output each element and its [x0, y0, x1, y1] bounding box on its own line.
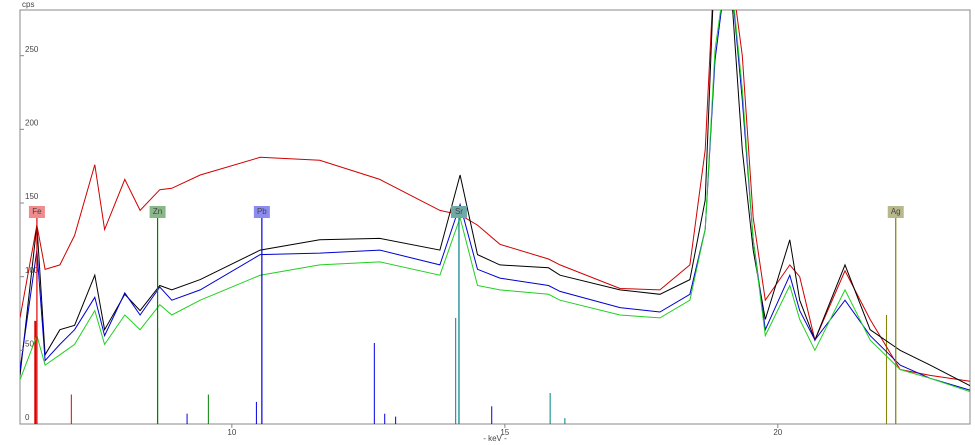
y-tick-label: 100 — [25, 266, 39, 275]
element-marker-label: Zn — [153, 207, 162, 216]
x-tick-label: 20 — [773, 428, 782, 437]
plot-frame — [19, 9, 971, 425]
element-marker-label: Fe — [32, 207, 42, 216]
x-tick-label: 15 — [500, 428, 509, 437]
y-tick-label: 150 — [25, 192, 39, 201]
element-marker-box — [149, 206, 166, 218]
y-axis-label: cps — [22, 0, 34, 9]
x-tick-label: 10 — [227, 428, 236, 437]
y-tick-label: 0 — [25, 413, 30, 422]
y-tick-label: 200 — [25, 118, 39, 127]
element-marker-box — [887, 206, 904, 218]
spectrum-line — [20, 10, 970, 393]
spectrum-line — [20, 10, 970, 387]
element-marker-box — [28, 206, 45, 218]
spectrum-line — [20, 10, 970, 391]
y-tick-label: 250 — [25, 45, 39, 54]
element-marker-label: Ag — [891, 207, 901, 216]
plot-area — [20, 10, 970, 424]
element-marker-box — [450, 206, 467, 218]
element-marker-label: Pb — [257, 207, 267, 216]
y-tick-label: 50 — [25, 339, 34, 348]
spectrum-line — [20, 10, 970, 382]
x-axis-label: - keV - — [483, 434, 507, 443]
element-marker-box — [253, 206, 270, 218]
element-marker-label: Sr — [455, 207, 463, 216]
